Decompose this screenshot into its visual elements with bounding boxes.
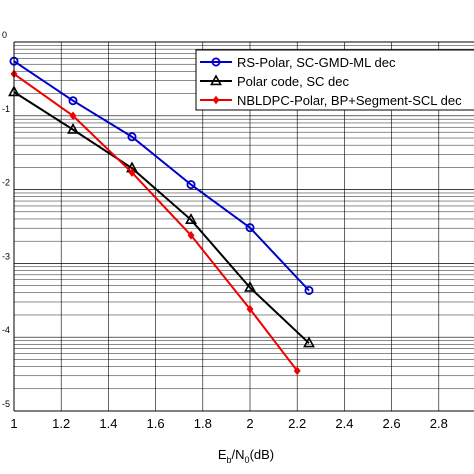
data-point-triangle-marker [303,336,315,348]
legend-entry: Polar code, SC dec [200,74,350,89]
y-tick-label: -5 [2,399,10,409]
data-point-diamond-marker [128,168,136,177]
y-tick-label: -1 [2,104,10,114]
data-point-triangle-marker [67,122,79,134]
x-tick-label: 1.2 [52,416,70,431]
x-tick-label: 1 [10,416,17,431]
x-tick-label: 1.6 [147,416,165,431]
y-tick-label: 0 [2,30,7,40]
series-2 [8,85,315,348]
series-line [13,60,310,292]
x-tick-label: 2.8 [430,416,448,431]
x-tick-label: 1.8 [194,416,212,431]
data-point-triangle-marker [244,280,256,292]
legend-entry: RS-Polar, SC-GMD-ML dec [200,55,396,70]
tick-labels: 1 1.2 1.4 1.6 1.8 2 2.2 2.4 2.6 2.8 0 -1 -2 -3 -4 -5 [2,30,448,431]
x-tick-label: 2 [246,416,253,431]
data-point-diamond-marker [293,366,301,376]
x-tick-label: 2.4 [335,416,353,431]
legend-box [195,49,474,111]
legend-entry: NBLDPC-Polar, BP+Segment-SCL dec [200,93,462,108]
data-point-circle-marker [211,57,221,67]
x-tick-label: 2.6 [383,416,401,431]
legend-label: NBLDPC-Polar, BP+Segment-SCL dec [237,93,462,108]
series-line [13,73,298,372]
series-layer [8,56,315,376]
y-tick-label: -3 [2,251,10,261]
data-point-diamond-marker [246,304,254,314]
data-point-triangle-marker [210,74,222,86]
data-point-circle-marker [127,132,137,142]
data-point-circle-marker [68,96,78,106]
y-tick-label: -4 [2,325,10,335]
x-tick-label: 1.4 [99,416,117,431]
legend-label: Polar code, SC dec [237,74,350,89]
data-point-circle-marker [304,285,314,295]
data-point-diamond-marker [187,231,195,240]
series-line [13,91,310,344]
x-tick-label: 2.2 [288,416,306,431]
axes [13,41,474,412]
data-point-diamond-marker [212,95,220,105]
legend-label: RS-Polar, SC-GMD-ML dec [237,55,396,70]
series-3 [10,69,301,376]
data-point-triangle-marker [185,213,197,224]
data-point-circle-marker [186,180,196,190]
data-point-diamond-marker [69,111,77,121]
x-axis-label: Eb/N0(dB) [218,447,274,465]
data-point-circle-marker [245,223,255,233]
y-tick-label: -2 [2,178,10,188]
legend: RS-Polar, SC-GMD-ML dec Polar code, SC de… [195,49,474,111]
